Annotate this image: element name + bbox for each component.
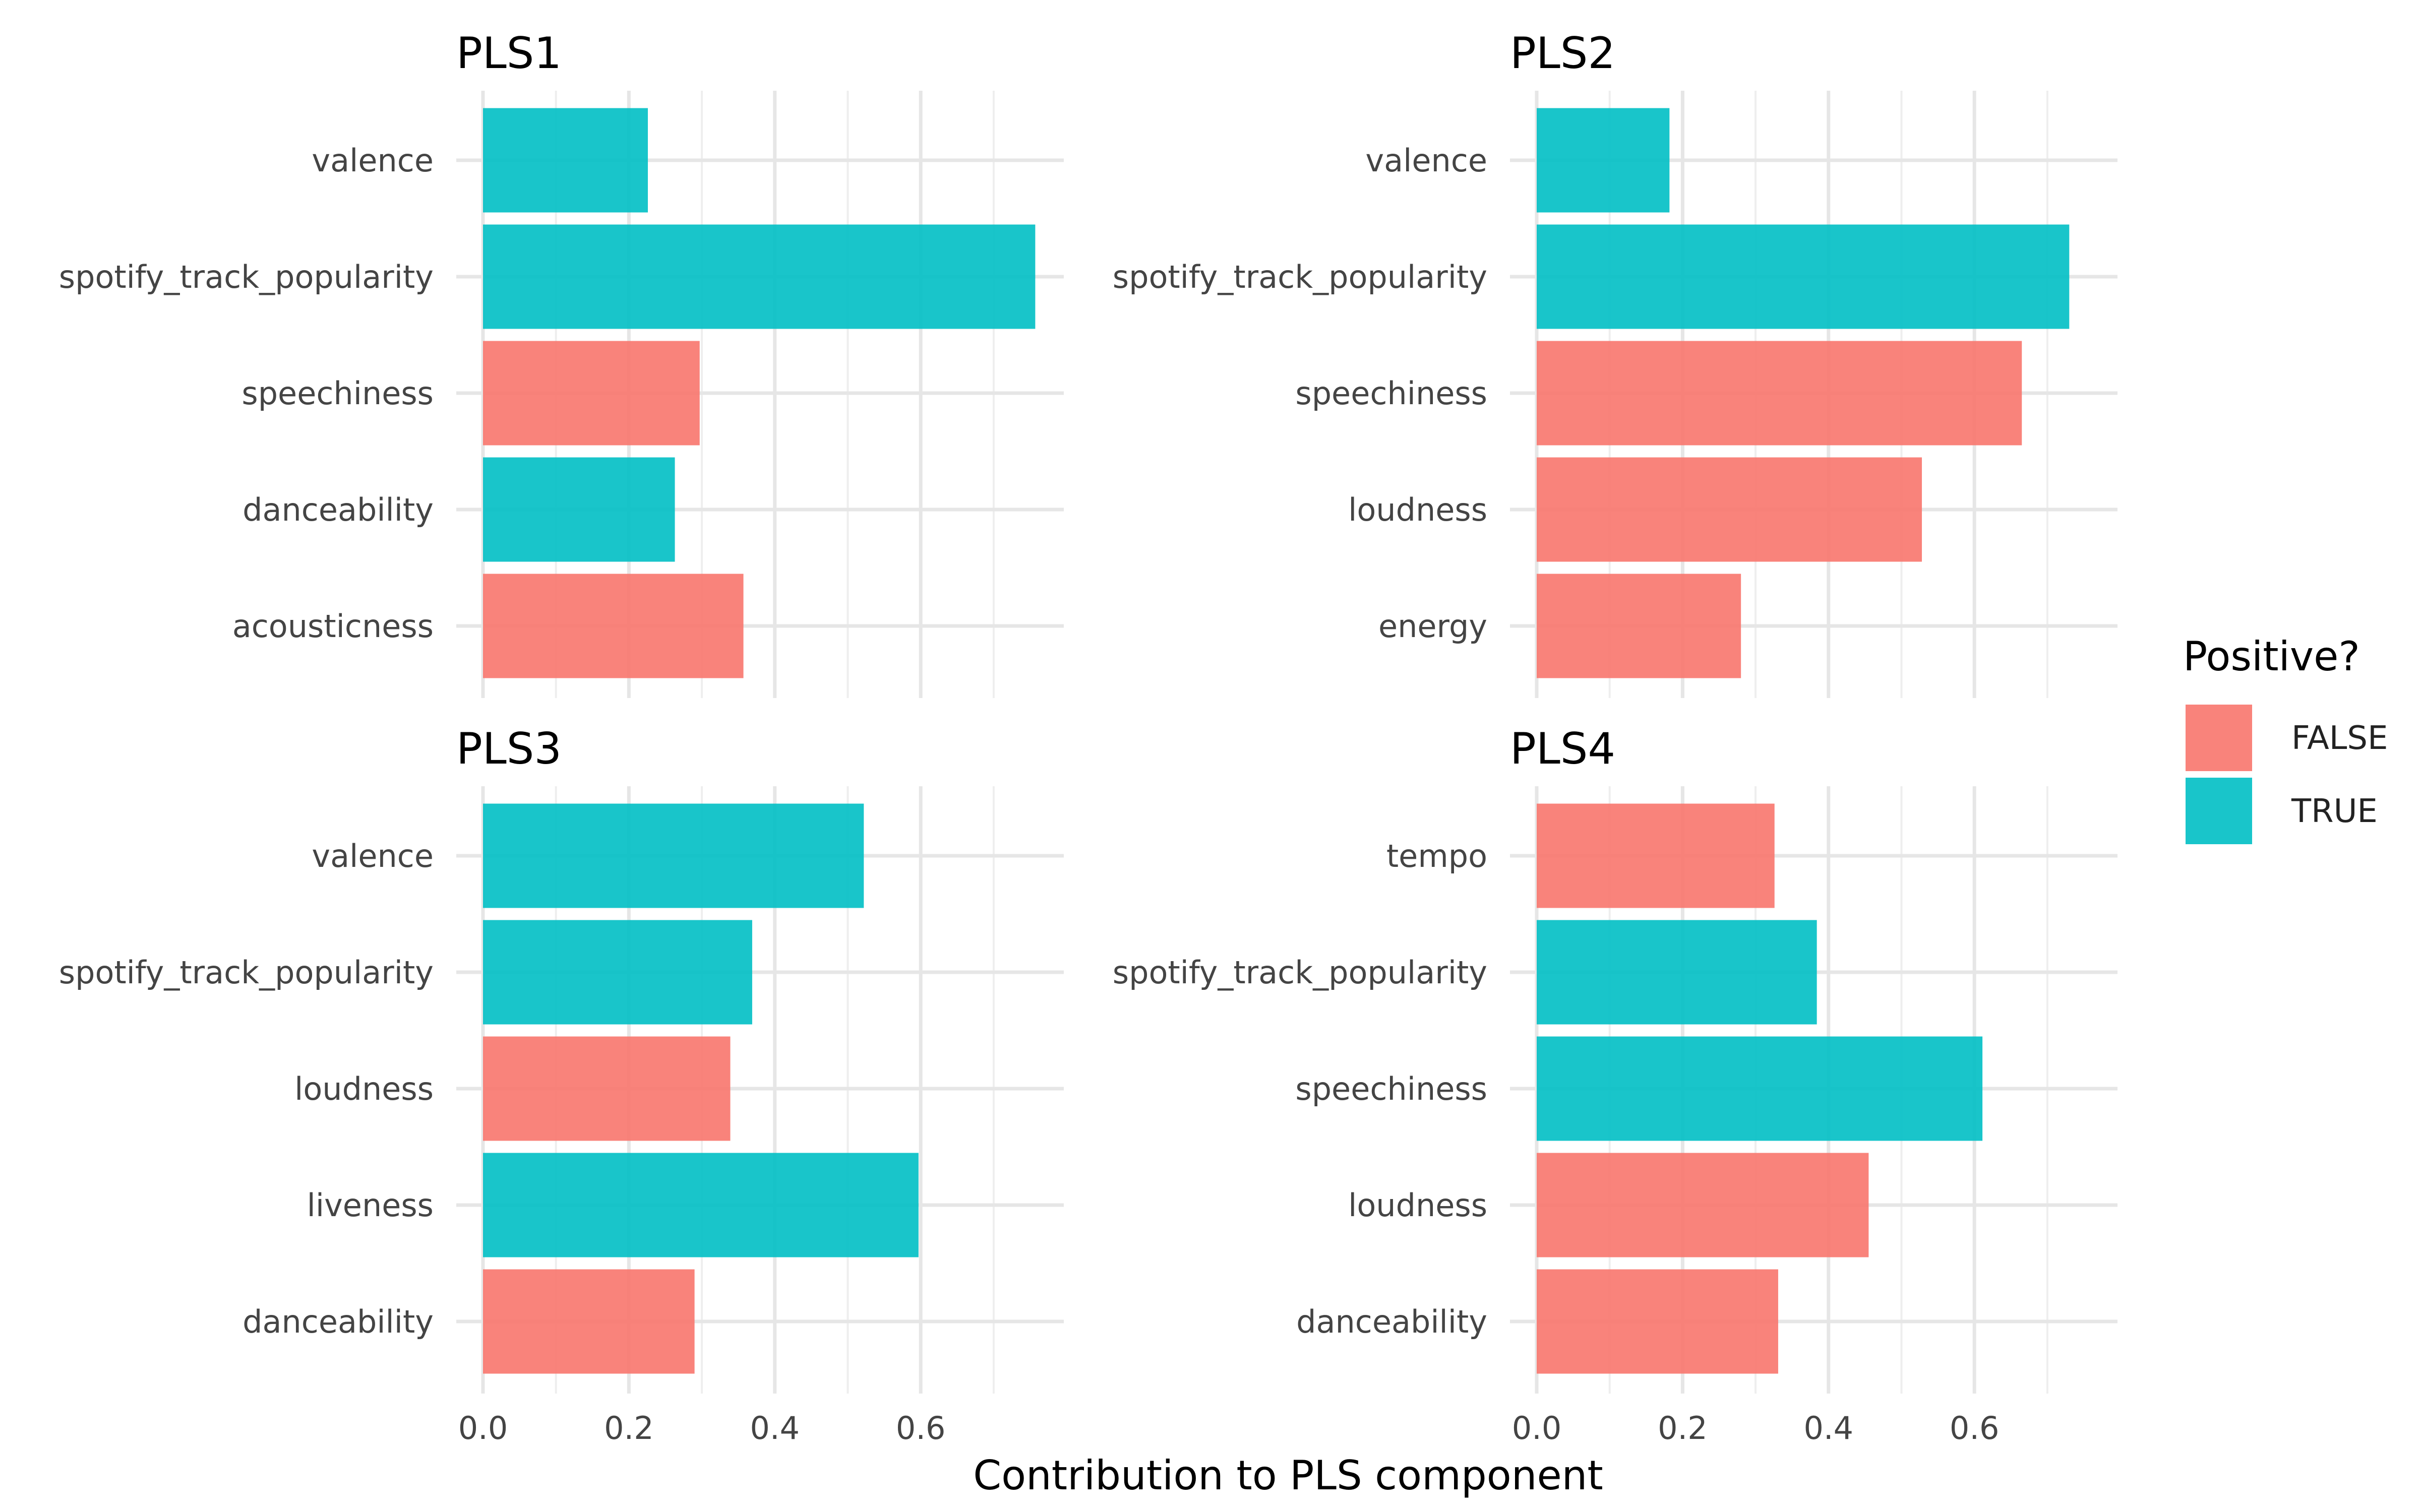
- category-label: valence: [312, 142, 434, 179]
- category-label: tempo: [1386, 838, 1487, 874]
- category-label: energy: [1378, 608, 1487, 645]
- x-tick-label: 0.0: [1512, 1410, 1562, 1446]
- category-label: danceability: [243, 491, 434, 528]
- facet-panels: PLS1valencespotify_track_popularityspeec…: [59, 28, 2118, 1446]
- category-label: spotify_track_popularity: [59, 259, 434, 295]
- x-tick-label: 0.6: [896, 1410, 946, 1446]
- x-tick-label: 0.4: [750, 1410, 800, 1446]
- bar-danceability: [1537, 1269, 1778, 1374]
- bar-spotify-track-popularity: [483, 920, 752, 1025]
- bar-spotify-track-popularity: [1537, 920, 1817, 1025]
- bar-danceability: [483, 1269, 695, 1374]
- category-label: loudness: [1348, 491, 1487, 528]
- facet-panel-pls3: PLS3 valence spotify_track_popularityloudn…: [59, 724, 1064, 1446]
- bar-valence: [483, 108, 648, 213]
- category-label: acousticness: [232, 608, 434, 645]
- category-label: spotify_track_popularity: [59, 954, 434, 991]
- bar-spotify-track-popularity: [1537, 224, 2070, 329]
- facet-title: PLS3: [456, 724, 562, 774]
- facet-panel-pls4: PLS4 tempo spotify_track_popularityspeechi…: [1113, 724, 2118, 1446]
- category-label: spotify_track_popularity: [1113, 259, 1487, 295]
- category-label: danceability: [1296, 1303, 1487, 1340]
- bar-liveness: [483, 1153, 919, 1257]
- legend-swatch-true: [2186, 778, 2252, 844]
- bar-loudness: [1537, 457, 1922, 562]
- bar-valence: [1537, 108, 1670, 213]
- bar-loudness: [1537, 1153, 1869, 1257]
- category-label: spotify_track_popularity: [1113, 954, 1487, 991]
- facet-title: PLS2: [1510, 28, 1615, 79]
- category-label: danceability: [243, 1303, 434, 1340]
- bar-speechiness: [1537, 341, 2022, 446]
- x-axis-title: Contribution to PLS component: [973, 1452, 1603, 1499]
- x-tick-label: 0.0: [458, 1410, 508, 1446]
- bar-valence: [483, 803, 864, 908]
- bar-spotify-track-popularity: [483, 224, 1036, 329]
- bar-loudness: [483, 1036, 731, 1141]
- category-label: speechiness: [1295, 1070, 1487, 1107]
- legend-label-true: TRUE: [2291, 793, 2378, 830]
- bar-danceability: [483, 457, 675, 562]
- facet-title: PLS4: [1510, 724, 1615, 774]
- facet-title: PLS1: [456, 28, 562, 79]
- facet-panel-pls1: PLS1 valence spotify_track_popularityspeec…: [59, 28, 1064, 698]
- category-label: speechiness: [1295, 375, 1487, 412]
- category-label: speechiness: [241, 375, 434, 412]
- bar-speechiness: [1537, 1036, 1983, 1141]
- legend-swatch-false: [2186, 705, 2252, 771]
- facet-panel-pls2: PLS2 valence spotify_track_popularityspeec…: [1113, 28, 2118, 698]
- bar-tempo: [1537, 803, 1775, 908]
- bar-energy: [1537, 574, 1741, 678]
- legend-label-false: FALSE: [2291, 720, 2388, 757]
- category-label: liveness: [307, 1187, 434, 1224]
- legend-title: Positive?: [2183, 633, 2360, 680]
- category-label: valence: [312, 838, 434, 874]
- x-tick-label: 0.2: [1658, 1410, 1708, 1446]
- legend: Positive? FALSE TRUE: [2183, 633, 2388, 844]
- category-label: loudness: [294, 1070, 434, 1107]
- x-tick-label: 0.2: [604, 1410, 654, 1446]
- bar-acousticness: [483, 574, 744, 678]
- category-label: loudness: [1348, 1187, 1487, 1224]
- x-tick-label: 0.4: [1803, 1410, 1853, 1446]
- category-label: valence: [1365, 142, 1487, 179]
- x-tick-label: 0.6: [1950, 1410, 2000, 1446]
- bar-speechiness: [483, 341, 700, 446]
